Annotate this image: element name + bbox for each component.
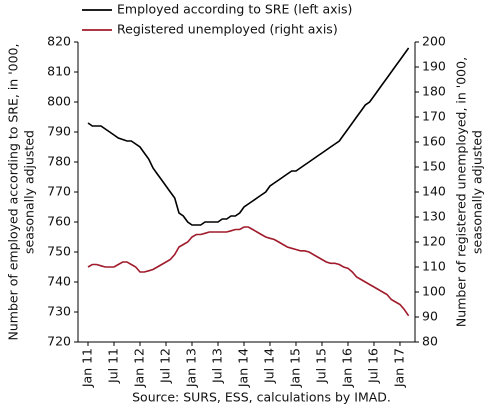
- y-tick-label: 810: [47, 64, 71, 79]
- y2-tick-label: 130: [422, 209, 446, 224]
- y-tick-label: 820: [47, 34, 71, 49]
- y-tick-label: 770: [47, 184, 71, 199]
- x-tick-label: Jul 16: [365, 348, 380, 384]
- x-tick-label: Jan 12: [131, 348, 146, 388]
- x-tick-label: Jan 11: [80, 348, 95, 388]
- y2-tick-label: 140: [422, 184, 446, 199]
- y2-axis-title: seasonally adjusted: [470, 130, 485, 254]
- y2-tick-label: 100: [422, 284, 446, 299]
- y-axis-title: Number of employed according to SRE, in …: [6, 44, 21, 341]
- x-tick-label: Jul 13: [209, 348, 224, 384]
- x-tick-label: Jul 12: [157, 348, 172, 384]
- series-line: [87, 47, 410, 226]
- legend-label: Registered unemployed (right axis): [117, 22, 338, 37]
- y2-tick-label: 120: [422, 234, 446, 249]
- y2-tick-label: 150: [422, 159, 446, 174]
- y-tick-label: 730: [47, 304, 71, 319]
- y-tick-label: 790: [47, 124, 71, 139]
- y2-tick-label: 170: [422, 109, 446, 124]
- y2-tick-label: 90: [422, 309, 438, 324]
- y-axis-title: seasonally adjusted: [22, 130, 37, 254]
- x-tick-label: Jan 15: [287, 348, 302, 388]
- y2-tick-label: 200: [422, 34, 446, 49]
- y-tick-label: 750: [47, 244, 71, 259]
- x-tick-label: Jan 13: [183, 348, 198, 388]
- y2-tick-label: 180: [422, 84, 446, 99]
- y-tick-label: 740: [47, 274, 71, 289]
- series-line: [87, 226, 410, 317]
- y-tick-label: 720: [47, 334, 71, 349]
- x-tick-label: Jan 16: [339, 348, 354, 388]
- y-tick-label: 760: [47, 214, 71, 229]
- source-note: Source: SURS, ESS, calculations by IMAD.: [132, 390, 391, 405]
- x-tick-label: Jul 14: [261, 348, 276, 384]
- x-tick-label: Jul 15: [313, 348, 328, 384]
- y-tick-label: 800: [47, 94, 71, 109]
- x-tick-label: Jul 11: [105, 348, 120, 384]
- x-tick-label: Jan 17: [391, 348, 406, 388]
- y2-axis-title: Number of registered unemployed, in '000…: [454, 57, 469, 327]
- legend-label: Employed according to SRE (left axis): [117, 2, 352, 17]
- y2-tick-label: 80: [422, 334, 438, 349]
- x-tick-label: Jan 14: [235, 348, 250, 388]
- y2-tick-label: 190: [422, 59, 446, 74]
- y2-tick-label: 110: [422, 259, 446, 274]
- y-tick-label: 780: [47, 154, 71, 169]
- y2-tick-label: 160: [422, 134, 446, 149]
